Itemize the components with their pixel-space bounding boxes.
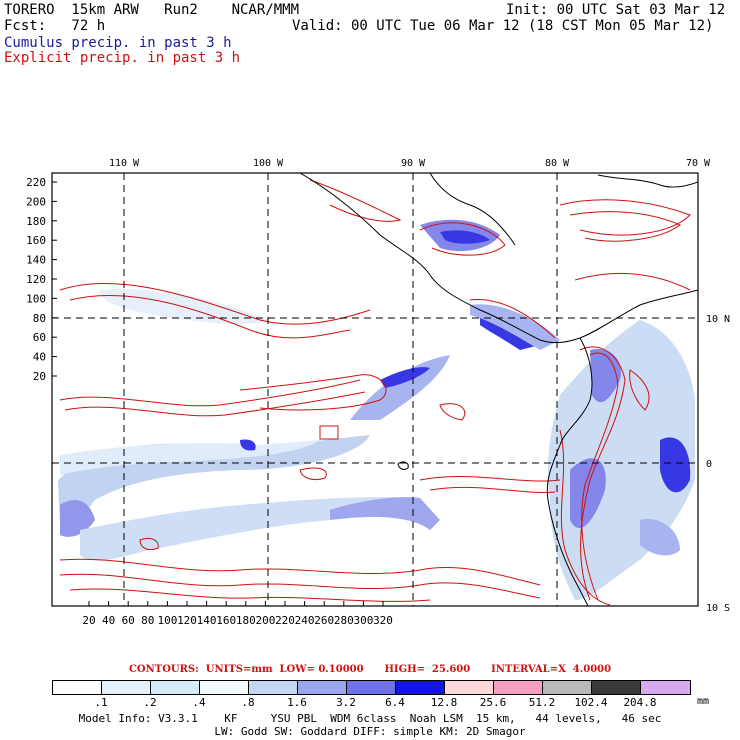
y-grid-index-labels: 220 200 180 160 140 120 100 80 60 40 20	[26, 176, 57, 383]
y-index-label: 160	[26, 234, 46, 247]
colorbar-swatch	[102, 681, 151, 694]
graticule	[52, 173, 698, 606]
colorbar-label: 3.2	[336, 696, 356, 709]
x-index-label: 240	[295, 614, 315, 627]
y-index-label: 80	[33, 312, 46, 325]
colorbar-swatch	[200, 681, 249, 694]
y-index-label: 100	[26, 292, 46, 305]
colorbar-unit: mm	[697, 696, 710, 707]
header-forecast-hour: Fcst: 72 h	[4, 18, 106, 34]
header-title: TORERO 15km ARW Run2 NCAR/MMM	[4, 2, 300, 18]
lon-label: 100 W	[253, 158, 284, 169]
colorbar-label: .2	[143, 696, 157, 709]
x-index-label: 20	[82, 614, 95, 627]
x-grid-index-labels: 20 40 60 80 100 120 140 160 180 200 220 240 260 280 30…	[82, 601, 393, 627]
x-index-label: 160	[216, 614, 236, 627]
lat-label: 10 S	[706, 603, 730, 614]
lon-label: 80 W	[545, 158, 570, 169]
lat-label: 10 N	[706, 314, 730, 325]
colorbar-label: 51.2	[528, 696, 556, 709]
contour-info: CONTOURS: UNITS=mm LOW= 0.10000 HIGH= 25…	[128, 664, 612, 675]
colorbar-label: .8	[241, 696, 255, 709]
y-index-label: 220	[26, 176, 46, 189]
x-index-label: 140	[197, 614, 217, 627]
colorbar-swatch	[347, 681, 396, 694]
x-index-label: 280	[334, 614, 354, 627]
colorbar-swatch	[445, 681, 494, 694]
lon-label: 110 W	[109, 158, 140, 169]
x-index-label: 320	[373, 614, 393, 627]
header-valid-time: Valid: 00 UTC Tue 06 Mar 12 (18 CST Mon …	[292, 18, 714, 34]
lon-label: 90 W	[401, 158, 426, 169]
y-index-label: 40	[33, 351, 46, 364]
precip-map: 110 W 100 W 90 W 80 W 70 W 10 N 0 10 S 2…	[26, 158, 730, 627]
lat-label: 0	[706, 459, 712, 470]
model-info: Model Info: V3.3.1 KF YSU PBL WDM 6class…	[78, 712, 662, 725]
x-index-label: 200	[255, 614, 275, 627]
colorbar-swatch	[543, 681, 592, 694]
y-index-label: 180	[26, 215, 46, 228]
colorbar-label: 25.6	[479, 696, 507, 709]
legend-cumulus: Cumulus precip. in past 3 h	[4, 35, 232, 51]
colorbar-swatch	[53, 681, 102, 694]
y-index-label: 60	[33, 331, 46, 344]
x-index-label: 220	[275, 614, 295, 627]
y-index-label: 20	[33, 370, 46, 383]
x-index-label: 60	[122, 614, 135, 627]
x-index-label: 40	[102, 614, 115, 627]
x-index-label: 120	[177, 614, 197, 627]
lon-label: 70 W	[686, 158, 711, 169]
y-index-label: 200	[26, 195, 46, 208]
colorbar-label: 6.4	[385, 696, 405, 709]
map-frame	[51, 172, 699, 607]
colorbar-label: 102.4	[574, 696, 608, 709]
latitude-labels: 10 N 0 10 S	[706, 314, 730, 614]
colorbar-label: 204.8	[623, 696, 657, 709]
legend-explicit: Explicit precip. in past 3 h	[4, 50, 241, 66]
x-index-label: 300	[353, 614, 373, 627]
explicit-precip-contours	[59, 179, 691, 606]
colorbar-labels: .1 .2 .4 .8 1.6 3.2 6.4 12.8 25.6 51.2 102.4 204.8	[52, 696, 712, 709]
x-index-label: 100	[157, 614, 177, 627]
colorbar-label: .4	[192, 696, 206, 709]
colorbar-swatch	[151, 681, 200, 694]
coastlines	[299, 173, 698, 606]
y-index-label: 120	[26, 273, 46, 286]
colorbar-label: 1.6	[287, 696, 307, 709]
x-index-label: 80	[141, 614, 154, 627]
colorbar-swatch	[396, 681, 445, 694]
x-index-label: 180	[236, 614, 256, 627]
colorbar-swatch	[298, 681, 347, 694]
x-index-label: 260	[314, 614, 334, 627]
y-index-label: 140	[26, 254, 46, 267]
header-init-time: Init: 00 UTC Sat 03 Mar 12	[506, 2, 726, 18]
colorbar-swatch	[592, 681, 641, 694]
model-physics: LW: Godd SW: Goddard DIFF: simple KM: 2D…	[214, 725, 526, 738]
colorbar	[52, 680, 691, 695]
colorbar-swatch	[641, 681, 690, 694]
longitude-labels: 110 W 100 W 90 W 80 W 70 W	[109, 158, 711, 169]
colorbar-swatch	[249, 681, 298, 694]
colorbar-swatch	[494, 681, 543, 694]
colorbar-label: 12.8	[430, 696, 458, 709]
colorbar-label: .1	[94, 696, 108, 709]
